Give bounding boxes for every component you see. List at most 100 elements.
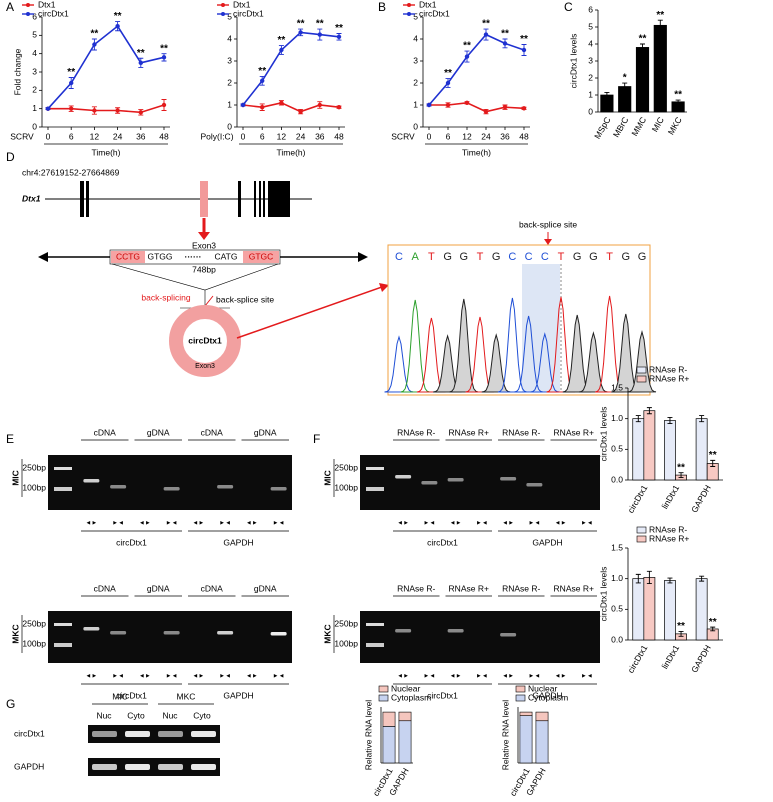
ladder-band: [366, 643, 384, 647]
exon: [238, 181, 241, 217]
legend-marker: [26, 3, 30, 7]
ladder-band: [54, 623, 72, 626]
y-tick-label: 2: [413, 77, 418, 87]
band: [83, 627, 100, 631]
trace-peak: [627, 330, 657, 393]
trace-peak: [514, 315, 543, 393]
primer: ►◄: [423, 674, 435, 680]
y-tick-label: 4: [588, 38, 593, 48]
x-tick-label: linDtx1: [660, 643, 682, 671]
legend-swatch: [636, 535, 647, 543]
base: G: [589, 251, 598, 263]
legend-label: Nuclear: [528, 683, 557, 693]
gene-diagram: chr4:27619152-27664869 Dtx1 Exon3 CCTG G…: [22, 167, 657, 396]
y-tick-label: 6: [588, 4, 593, 14]
back-splice-site: back-splice site: [216, 294, 274, 304]
y-tick-label: 4: [413, 33, 418, 43]
gels: cDNA gDNA cDNA gDNA ◄► ►◄ ◄► ►◄ ◄► ►◄ ◄► ►◄ circDtx1…: [10, 427, 600, 776]
primer: ◄►: [502, 521, 514, 527]
error-bar: [667, 416, 673, 425]
primer: ►◄: [166, 521, 178, 527]
legend-label: circDtx1: [38, 8, 69, 18]
band: [447, 478, 464, 482]
trace-peak: [384, 335, 414, 393]
legend-label: Dtx1: [233, 0, 251, 9]
significance: **: [258, 66, 266, 77]
primer: ◄►: [450, 674, 462, 680]
point: [464, 54, 470, 59]
band: [191, 731, 216, 737]
point: [92, 42, 97, 47]
base: T: [558, 251, 565, 263]
bar-segment: [519, 715, 533, 764]
significance: **: [709, 617, 717, 628]
gene-label: GAPDH: [223, 690, 253, 700]
significance: **: [335, 23, 343, 34]
ladder-band: [54, 487, 72, 491]
band: [270, 487, 287, 491]
x-tick-label: GAPDH: [689, 643, 713, 674]
x-axis-label: Time(h): [277, 147, 306, 157]
point: [336, 34, 342, 39]
y-tick-label: 0.0: [611, 634, 623, 644]
primer: ►◄: [581, 521, 593, 527]
band: [83, 479, 100, 483]
y-tick-label: 1: [413, 99, 418, 109]
significance: **: [67, 67, 75, 78]
ladder-band: [366, 487, 384, 491]
bar-segment: [382, 726, 396, 764]
band: [447, 629, 464, 633]
panel-label: B: [378, 0, 386, 14]
fraction-label: Nuc: [162, 710, 178, 720]
x-tick-label: 36: [315, 131, 325, 141]
bar-segment: [398, 720, 412, 764]
legend-label: Dtx1: [38, 0, 56, 9]
primer: ►◄: [219, 674, 231, 680]
line: [242, 101, 340, 113]
ladder-band: [54, 467, 72, 470]
significance: **: [316, 19, 324, 30]
point: [298, 30, 303, 35]
line: [429, 101, 525, 113]
point: [298, 109, 303, 114]
error-bar: [667, 577, 673, 584]
point: [240, 102, 246, 108]
x-tick-label: MMC: [629, 115, 648, 138]
error-bar: [678, 630, 684, 637]
band: [270, 632, 287, 636]
y-tick-label: 2: [227, 77, 232, 87]
legend-swatch: [515, 685, 526, 693]
point: [45, 106, 51, 111]
primer: ►◄: [476, 674, 488, 680]
ladder-label: 250bp: [334, 618, 358, 628]
point: [426, 102, 432, 108]
legend-swatch: [515, 694, 526, 702]
band: [395, 629, 412, 633]
base: C: [541, 251, 549, 263]
gene-label: circDtx1: [427, 690, 458, 700]
point: [483, 109, 489, 114]
y-tick-label: 3: [588, 55, 593, 65]
legend-marker: [26, 12, 30, 16]
trace-peak: [400, 299, 430, 393]
band: [163, 631, 180, 635]
primer: ►◄: [112, 674, 124, 680]
legend-label: RNAse R-: [649, 364, 687, 374]
trace-peak: [497, 297, 527, 393]
gel: [48, 611, 292, 663]
y-axis-label: Relative RNA level: [500, 700, 510, 771]
sequence: GTGC: [249, 251, 274, 261]
arrow-head: [379, 283, 389, 292]
significance: **: [463, 41, 471, 52]
band: [158, 731, 183, 737]
error-bar: [646, 407, 652, 415]
band: [526, 483, 543, 487]
x-tick-label: 36: [136, 131, 146, 141]
y-tick-label: 0.5: [611, 604, 623, 614]
y-tick-label: 0.0: [611, 474, 623, 484]
y-tick-label: 5: [588, 21, 593, 31]
legend-swatch: [378, 685, 389, 693]
gene-label: GAPDH: [14, 761, 44, 771]
error-bar: [622, 82, 628, 91]
band: [110, 485, 127, 489]
